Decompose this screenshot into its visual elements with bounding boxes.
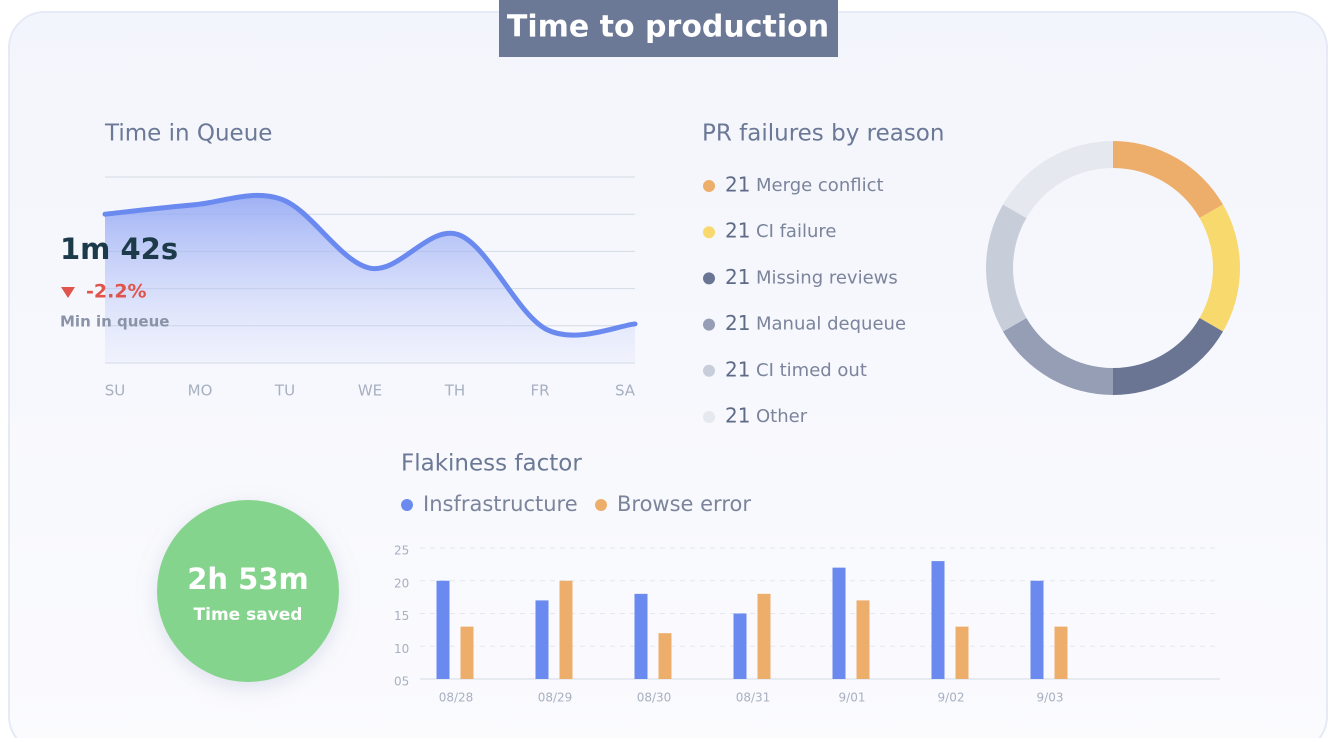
x-tick-label: 08/30 bbox=[637, 691, 672, 705]
legend-value: 21 bbox=[725, 265, 750, 289]
queue-change: -2.2% bbox=[86, 281, 147, 303]
chart-title: Time in Queue bbox=[104, 121, 272, 147]
legend-value: 21 bbox=[725, 357, 750, 381]
down-arrow bbox=[61, 287, 75, 298]
bar bbox=[559, 580, 573, 679]
legend-dot bbox=[703, 180, 715, 192]
y-tick-label: 20 bbox=[394, 576, 409, 590]
time-saved-circle bbox=[157, 500, 339, 682]
donut-segment bbox=[1003, 141, 1113, 218]
legend-label: Missing reviews bbox=[756, 267, 898, 288]
bar bbox=[1054, 626, 1068, 679]
x-tick-label: 9/03 bbox=[1037, 691, 1064, 705]
legend-value: 21 bbox=[725, 173, 750, 197]
legend-label: Manual dequeue bbox=[756, 314, 906, 335]
legend-label: Merge conflict bbox=[756, 175, 884, 196]
y-tick-label: 10 bbox=[394, 642, 409, 656]
line bbox=[102, 192, 638, 338]
queue-chart: SU MO TU WE TH FR SA bbox=[102, 176, 638, 400]
bar bbox=[955, 626, 969, 679]
legend-label: Browse error bbox=[617, 492, 751, 516]
x-tick-label: MO bbox=[188, 382, 213, 400]
legend-label: Insfrastructure bbox=[423, 492, 578, 516]
bar bbox=[757, 593, 771, 679]
legend-value: 21 bbox=[725, 219, 750, 243]
x-tick-label: TU bbox=[274, 382, 295, 400]
x-tick-label: SU bbox=[105, 382, 126, 400]
legend-dot bbox=[703, 411, 715, 423]
failures-chart: 21 Merge conflict 21 CI failure 21 Missing re… bbox=[703, 141, 1241, 428]
chart-title: PR failures by reason bbox=[702, 121, 944, 147]
bar bbox=[658, 633, 672, 679]
donut-segment bbox=[1003, 318, 1113, 395]
legend-dot bbox=[401, 499, 413, 511]
bar bbox=[733, 613, 747, 679]
bar bbox=[436, 580, 450, 679]
donut-segment bbox=[1113, 141, 1223, 218]
donut-segment bbox=[1199, 204, 1241, 332]
bar bbox=[832, 567, 846, 679]
flakiness-chart: 25 20 15 10 05 Insfrastructure Browse error 08/… bbox=[394, 492, 1220, 705]
bar bbox=[1030, 580, 1044, 679]
area bbox=[105, 195, 635, 363]
bar bbox=[535, 600, 549, 679]
x-tick-label: 9/01 bbox=[839, 691, 866, 705]
legend-label: CI timed out bbox=[756, 360, 867, 381]
x-tick-label: FR bbox=[530, 382, 549, 400]
bar bbox=[856, 600, 870, 679]
bar bbox=[634, 593, 648, 679]
page-title: Time to production bbox=[507, 10, 829, 45]
legend-dot bbox=[703, 318, 715, 331]
x-tick-label: 08/28 bbox=[439, 691, 474, 705]
legend-dot bbox=[703, 272, 715, 285]
legend-label: Other bbox=[756, 406, 808, 427]
x-tick-label: 08/29 bbox=[538, 691, 573, 705]
time-saved-label: Time saved bbox=[194, 605, 303, 625]
x-tick-label: TH bbox=[444, 382, 465, 400]
queue-value: 1m 42s bbox=[60, 232, 178, 266]
title-banner bbox=[499, 0, 838, 57]
x-tick-label: 9/02 bbox=[938, 691, 965, 705]
legend-dot bbox=[703, 226, 715, 239]
donut-segment bbox=[985, 204, 1027, 332]
queue-label: Min in queue bbox=[60, 313, 169, 331]
legend-dot bbox=[595, 499, 607, 511]
chart-title: Flakiness factor bbox=[401, 451, 582, 477]
legend-label: CI failure bbox=[756, 221, 836, 242]
y-tick-label: 15 bbox=[394, 609, 409, 623]
time-saved-value: 2h 53m bbox=[187, 562, 309, 596]
legend-dot bbox=[703, 364, 715, 377]
donut-segment bbox=[1113, 318, 1223, 395]
y-tick-label: 25 bbox=[394, 544, 409, 558]
x-tick-label: WE bbox=[358, 382, 382, 400]
bar bbox=[931, 561, 945, 679]
x-tick-label: 08/31 bbox=[736, 691, 771, 705]
x-tick-label: SA bbox=[615, 382, 636, 400]
legend-value: 21 bbox=[725, 404, 750, 428]
legend-value: 21 bbox=[725, 311, 750, 335]
bar bbox=[460, 626, 474, 679]
y-tick-label: 05 bbox=[394, 675, 409, 689]
